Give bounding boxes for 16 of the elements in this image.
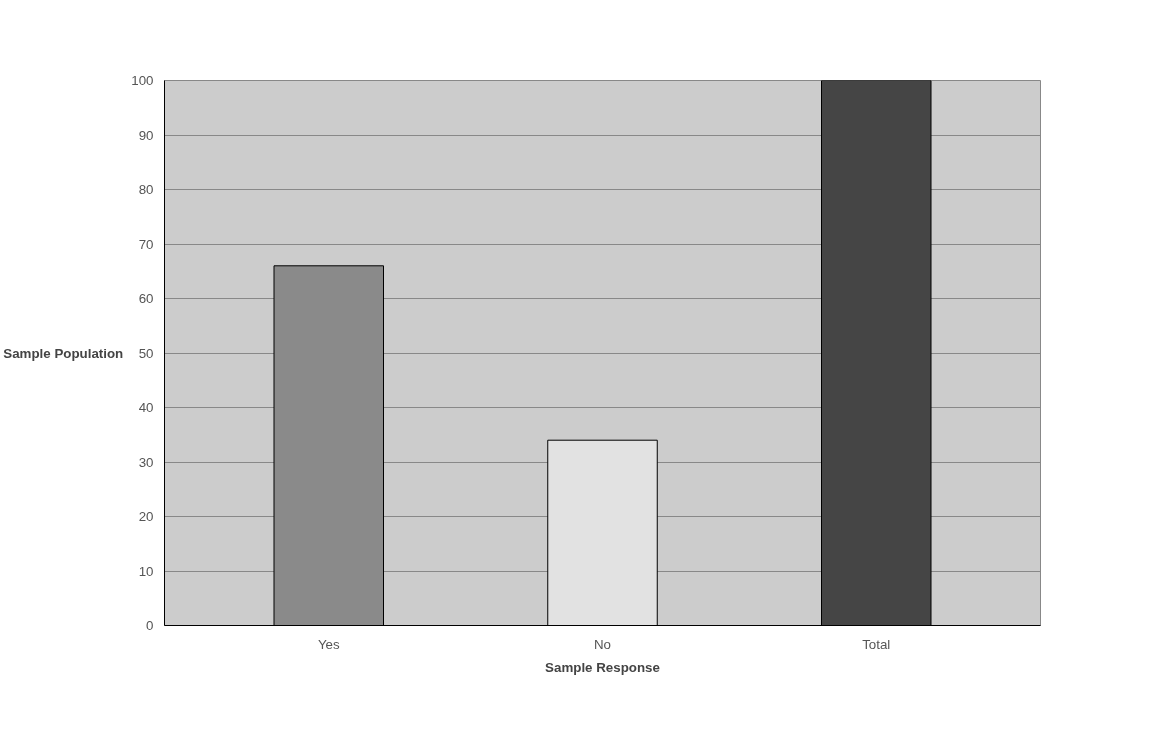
y-axis-title: Sample Population [3,345,124,361]
y-tick-label: 70 [138,236,154,252]
y-tick-label: 50 [138,345,154,361]
x-tick-label: No [593,636,612,652]
x-tick-label: Total [862,636,891,652]
x-tick-label: Yes [317,636,340,652]
y-tick-label: 0 [146,618,154,633]
y-tick-label: 80 [138,182,154,197]
y-tick-label: 30 [138,454,154,470]
x-axis-title: Sample Response [545,659,660,675]
y-tick-label: 40 [138,400,154,415]
y-tick-label: 100 [131,73,154,88]
y-tick-label: 10 [138,563,154,579]
y-tick-label: 20 [138,509,154,524]
y-tick-label: 90 [138,127,154,143]
y-tick-label: 60 [138,291,154,306]
